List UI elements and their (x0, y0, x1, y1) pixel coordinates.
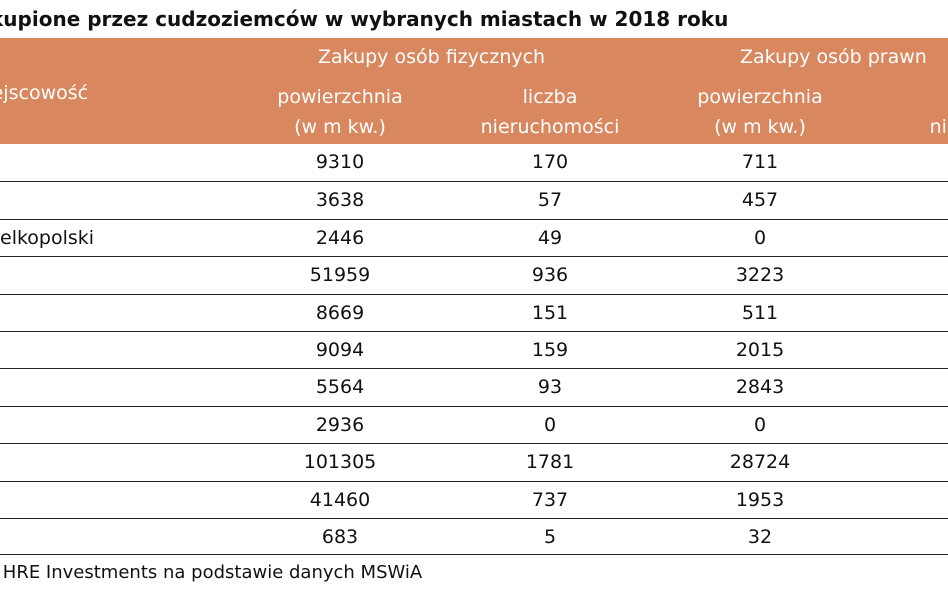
cell-count-natural: 93 (537, 376, 563, 399)
cell-count-natural: 151 (531, 301, 569, 324)
cell-area-legal: 3223 (735, 264, 785, 287)
cell-area-legal: 32 (747, 525, 773, 548)
table-row: 683 5 32 (0, 517, 948, 556)
table-row: 51959 936 3223 (0, 256, 948, 293)
cell-count-natural: 1781 (525, 451, 575, 474)
cell-count-natural: 5 (543, 525, 557, 548)
header-col2: liczba nieruchomości (470, 82, 630, 142)
cell-location: elkopolski (0, 226, 95, 249)
table-row: 41460 737 1953 (0, 480, 948, 519)
cell-area-legal: 711 (741, 151, 779, 173)
cell-count-natural: 737 (531, 488, 569, 511)
cell-count-natural: 0 (543, 413, 557, 436)
table-title: kupione przez cudzoziemców w wybranych m… (0, 7, 729, 31)
table-row: 3638 57 457 (0, 181, 948, 218)
header-col4-line2: nieru (929, 116, 948, 138)
cell-area-natural: 2936 (315, 413, 365, 436)
cell-area-legal: 28724 (729, 451, 791, 474)
cell-area-legal: 0 (753, 413, 767, 436)
header-col2-line1: liczba (522, 86, 578, 108)
table-header: Miejscowość Zakupy osób fizycznych Zakup… (0, 38, 948, 144)
table-row: elkopolski 2446 49 0 (0, 218, 948, 256)
cell-area-legal: 2843 (735, 376, 785, 399)
cell-count-natural: 936 (531, 264, 569, 287)
cell-area-legal: 1953 (735, 488, 785, 511)
table-row: 5564 93 2843 (0, 368, 948, 405)
cell-count-natural: 57 (537, 189, 563, 212)
cell-location (0, 182, 240, 219)
cell-count-natural: 159 (531, 338, 569, 361)
cell-location (0, 295, 240, 332)
table-row: 101305 1781 28724 (0, 443, 948, 480)
header-col1-line1: powierzchnia (277, 86, 403, 108)
cell-area-natural: 5564 (315, 376, 365, 399)
cell-location (0, 407, 240, 444)
cell-area-legal: 2015 (735, 338, 785, 361)
cell-location (0, 519, 240, 556)
cell-area-natural: 8669 (315, 301, 365, 324)
cell-area-legal: 457 (741, 189, 779, 212)
cell-area-natural: 101305 (303, 451, 377, 474)
header-group-legal-persons: Zakupy osób prawn (740, 46, 927, 68)
source-note: e HRE Investments na podstawie danych MS… (0, 562, 423, 583)
header-col3-line2: (w m kw.) (714, 116, 806, 138)
cell-location (0, 257, 240, 294)
header-col1-line2: (w m kw.) (294, 116, 386, 138)
header-group-natural-persons: Zakupy osób fizycznych (318, 46, 546, 68)
table-row: 9094 159 2015 (0, 330, 948, 369)
table-row: 2936 0 0 (0, 405, 948, 444)
cell-location (0, 369, 240, 406)
cell-area-natural: 683 (321, 525, 359, 548)
header-col3-line1: powierzchnia (697, 86, 823, 108)
cell-location (0, 482, 240, 519)
cell-area-natural: 51959 (309, 264, 371, 287)
cell-location (0, 332, 240, 369)
cell-area-natural: 9310 (315, 151, 365, 173)
cell-count-natural: 170 (531, 151, 569, 173)
cell-count-natural: 49 (537, 226, 563, 249)
table-body: 9310 170 711 3638 57 457 elkopolski 2446… (0, 144, 948, 556)
cell-area-legal: 511 (741, 301, 779, 324)
cell-area-natural: 9094 (315, 338, 365, 361)
header-col2-line2: nieruchomości (480, 116, 620, 138)
header-col4: l nieru (894, 82, 948, 142)
cell-location (0, 144, 240, 181)
cell-location (0, 444, 240, 481)
header-location: Miejscowość (0, 82, 89, 104)
header-col3: powierzchnia (w m kw.) (680, 82, 840, 142)
cell-area-natural: 2446 (315, 226, 365, 249)
header-col1: powierzchnia (w m kw.) (260, 82, 420, 142)
cell-area-natural: 3638 (315, 189, 365, 212)
table-row: 8669 151 511 (0, 293, 948, 332)
cell-area-natural: 41460 (309, 488, 371, 511)
cell-area-legal: 0 (753, 226, 767, 249)
table-row: 9310 170 711 (0, 144, 948, 181)
